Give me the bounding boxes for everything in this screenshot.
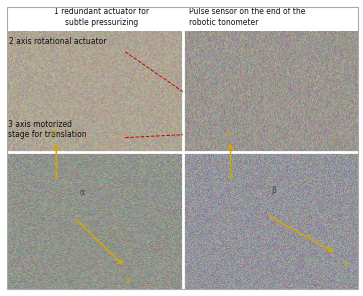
Text: 2 axis rotational actuator: 2 axis rotational actuator	[9, 37, 107, 46]
Text: z: z	[226, 129, 230, 138]
Bar	[7, 7, 358, 31]
Text: x: x	[343, 259, 348, 268]
Text: 1 redundant actuator for
subtle pressurizing: 1 redundant actuator for subtle pressuri…	[54, 7, 149, 27]
Text: 3 axis motorized
stage for translation: 3 axis motorized stage for translation	[8, 120, 87, 139]
Text: α: α	[79, 188, 84, 197]
Text: y: y	[126, 275, 131, 284]
Text: Pulse sensor on the end of the
robotic tonometer: Pulse sensor on the end of the robotic t…	[189, 7, 306, 27]
Text: β: β	[272, 186, 277, 195]
Text: z: z	[52, 129, 56, 138]
